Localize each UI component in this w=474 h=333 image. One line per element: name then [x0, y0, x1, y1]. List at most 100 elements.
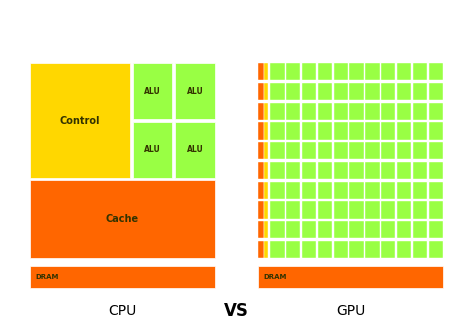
Bar [286, 122, 301, 140]
Bar [349, 83, 364, 100]
Bar [428, 83, 443, 100]
Text: ALU: ALU [187, 87, 204, 96]
Bar [286, 201, 301, 218]
Bar [286, 63, 301, 80]
Bar [365, 142, 380, 159]
Bar [349, 221, 364, 238]
Bar [397, 83, 411, 100]
Bar [286, 241, 301, 258]
Text: ALU: ALU [144, 87, 161, 96]
Bar [349, 241, 364, 258]
Bar [349, 162, 364, 179]
Bar [413, 103, 427, 120]
Bar [318, 181, 332, 199]
Bar [349, 142, 364, 159]
Bar [302, 142, 316, 159]
Bar [397, 142, 411, 159]
Bar [413, 63, 427, 80]
Bar [286, 221, 301, 238]
Bar [270, 162, 284, 179]
Bar [365, 221, 380, 238]
Bar [175, 63, 215, 119]
Bar [334, 162, 348, 179]
Bar [381, 103, 395, 120]
Bar [349, 122, 364, 140]
Bar [264, 241, 268, 258]
Bar [397, 162, 411, 179]
Bar [270, 122, 284, 140]
Bar [318, 83, 332, 100]
Bar [428, 103, 443, 120]
Bar [258, 83, 264, 100]
Bar [413, 221, 427, 238]
Bar [258, 162, 264, 179]
Bar [318, 63, 332, 80]
Bar [286, 162, 301, 179]
Bar [381, 162, 395, 179]
Bar [413, 83, 427, 100]
Bar [318, 162, 332, 179]
Bar [397, 201, 411, 218]
Bar [397, 181, 411, 199]
Bar [30, 63, 130, 178]
Bar [381, 142, 395, 159]
Bar [302, 63, 316, 80]
Bar [381, 221, 395, 238]
Bar [334, 241, 348, 258]
Bar [318, 103, 332, 120]
Bar [381, 241, 395, 258]
Bar [264, 162, 268, 179]
Bar [258, 266, 443, 288]
Bar [258, 221, 264, 238]
Bar [264, 142, 268, 159]
Bar [270, 103, 284, 120]
Bar [258, 122, 264, 140]
Bar [397, 63, 411, 80]
Bar [286, 103, 301, 120]
Bar [133, 63, 173, 119]
Bar [334, 122, 348, 140]
Bar [302, 122, 316, 140]
Bar [270, 63, 284, 80]
Bar [302, 221, 316, 238]
Bar [428, 63, 443, 80]
Bar [264, 201, 268, 218]
Bar [318, 201, 332, 218]
Bar [258, 241, 264, 258]
Bar [318, 122, 332, 140]
Bar [334, 221, 348, 238]
Bar [428, 181, 443, 199]
Bar [428, 162, 443, 179]
Bar [318, 221, 332, 238]
Text: DRAM: DRAM [35, 274, 58, 280]
Bar [349, 103, 364, 120]
Text: Cache: Cache [106, 214, 139, 224]
Bar [30, 266, 215, 288]
Bar [258, 181, 264, 199]
Bar [428, 201, 443, 218]
Bar [334, 201, 348, 218]
Bar [397, 241, 411, 258]
Bar [413, 142, 427, 159]
Bar [381, 122, 395, 140]
Bar [286, 142, 301, 159]
Bar [264, 122, 268, 140]
Bar [175, 122, 215, 178]
Bar [413, 201, 427, 218]
Bar [133, 122, 173, 178]
Text: CPU: CPU [109, 304, 137, 318]
Bar [264, 221, 268, 238]
Bar [349, 63, 364, 80]
Bar [381, 63, 395, 80]
Bar [302, 162, 316, 179]
Bar [302, 103, 316, 120]
Bar [270, 83, 284, 100]
Bar [413, 181, 427, 199]
Bar [397, 221, 411, 238]
Text: ALU: ALU [187, 146, 204, 155]
Bar [286, 181, 301, 199]
Bar [349, 181, 364, 199]
Bar [397, 122, 411, 140]
Bar [381, 83, 395, 100]
Bar [302, 181, 316, 199]
